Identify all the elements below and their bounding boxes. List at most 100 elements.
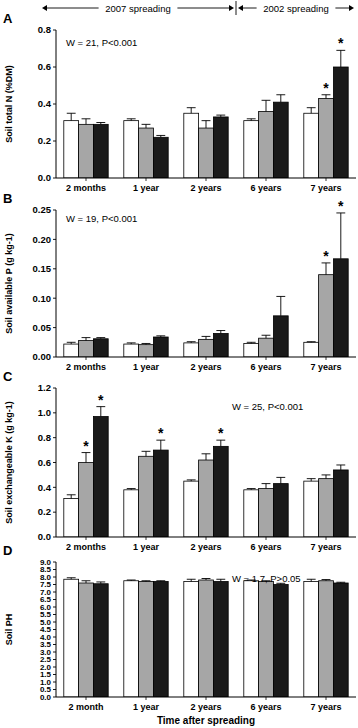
marks <box>64 50 348 178</box>
error-bar <box>142 343 151 344</box>
error-cap <box>156 335 165 336</box>
error-cap <box>247 118 256 119</box>
error-bar <box>187 579 196 581</box>
x-tick-label: 2 month <box>69 702 104 712</box>
error-bar <box>127 580 136 582</box>
error-bar <box>247 489 256 490</box>
annotation: W = 1.7, P>0.05 <box>232 573 301 584</box>
error-cap <box>127 580 136 581</box>
x-tick-label: 2 months <box>66 542 106 552</box>
x-tick <box>86 178 87 181</box>
x-tick <box>266 357 267 360</box>
x-axis-label: Time after spreading <box>157 715 255 726</box>
error-bar <box>82 581 91 583</box>
error-cap <box>127 118 136 119</box>
bar <box>273 484 288 537</box>
x-tick-label: 6 years <box>250 702 281 712</box>
bar <box>213 582 228 698</box>
x-tick-label: 7 years <box>310 362 341 372</box>
error-cap <box>142 343 151 344</box>
bar <box>273 102 288 178</box>
error-line <box>266 100 267 111</box>
error-bar <box>307 108 316 114</box>
bar <box>93 584 108 697</box>
bar <box>79 124 94 178</box>
arrow-head <box>238 5 243 11</box>
y-axis-label: Soil PH <box>4 614 14 646</box>
bar <box>184 113 199 178</box>
error-line <box>280 95 281 102</box>
error-cap <box>187 341 196 342</box>
bar <box>79 583 94 697</box>
error-bar <box>247 119 256 121</box>
bar <box>184 481 199 537</box>
error-bar <box>142 580 151 582</box>
error-line <box>266 484 267 489</box>
x-tick <box>326 697 327 700</box>
bar <box>259 338 274 357</box>
x-tick <box>326 537 327 540</box>
error-cap <box>127 342 136 343</box>
arrow-head <box>349 5 354 11</box>
figure: ASoil total N (%DM)0.00.20.40.60.8**2 mo… <box>0 0 358 728</box>
y-axis-line <box>56 210 57 357</box>
significance-star: * <box>98 392 104 408</box>
error-cap <box>276 94 285 95</box>
y-axis-line <box>56 388 57 537</box>
bar <box>273 585 288 698</box>
error-bar <box>262 335 271 338</box>
y-tick-label: 0.2 <box>38 506 51 517</box>
error-bar <box>322 475 331 479</box>
period-label: 2007 spreading <box>105 3 171 14</box>
error-line <box>206 121 207 128</box>
x-tick-label: 2 months <box>66 362 106 372</box>
error-bar <box>336 50 345 67</box>
bar <box>319 479 334 537</box>
error-cap <box>307 579 316 580</box>
error-bar <box>127 489 136 490</box>
error-bar <box>276 95 285 102</box>
error-bar <box>202 336 211 339</box>
error-bar <box>127 119 136 121</box>
error-cap <box>262 100 271 101</box>
bar <box>244 490 259 537</box>
x-tick <box>266 697 267 700</box>
significance-star: * <box>323 248 329 264</box>
error-line <box>191 108 192 114</box>
bar <box>333 259 348 357</box>
panel-letter: A <box>3 11 13 26</box>
error-cap <box>96 581 105 582</box>
error-bar <box>307 579 316 581</box>
bar <box>199 580 214 697</box>
period-label: 2002 spreading <box>263 3 329 14</box>
error-bar <box>96 582 105 584</box>
y-tick-label: 0.8 <box>38 24 51 35</box>
error-line <box>340 465 341 470</box>
error-bar <box>216 115 225 117</box>
bar <box>139 345 154 357</box>
error-cap <box>276 296 285 297</box>
bar <box>304 342 319 357</box>
error-bar <box>216 331 225 334</box>
bar <box>184 582 199 698</box>
error-line <box>340 50 341 67</box>
annotation: W = 21, P<0.001 <box>66 37 137 48</box>
bar <box>319 98 334 178</box>
bar <box>319 275 334 357</box>
error-bar <box>96 407 105 417</box>
error-bar <box>187 108 196 114</box>
annotation: W = 19, P<0.001 <box>66 213 137 224</box>
error-line <box>146 451 147 456</box>
error-bar <box>322 580 331 581</box>
error-bar <box>96 123 105 125</box>
error-line <box>326 263 327 275</box>
error-cap <box>202 336 211 337</box>
error-cap <box>336 464 345 465</box>
bar <box>124 490 139 537</box>
y-tick-label: 0.25 <box>33 204 52 215</box>
marks <box>64 213 348 357</box>
error-cap <box>142 124 151 125</box>
x-tick-label: 2 years <box>190 183 221 193</box>
significance-star: * <box>218 425 224 441</box>
panel-letter: C <box>3 369 13 384</box>
